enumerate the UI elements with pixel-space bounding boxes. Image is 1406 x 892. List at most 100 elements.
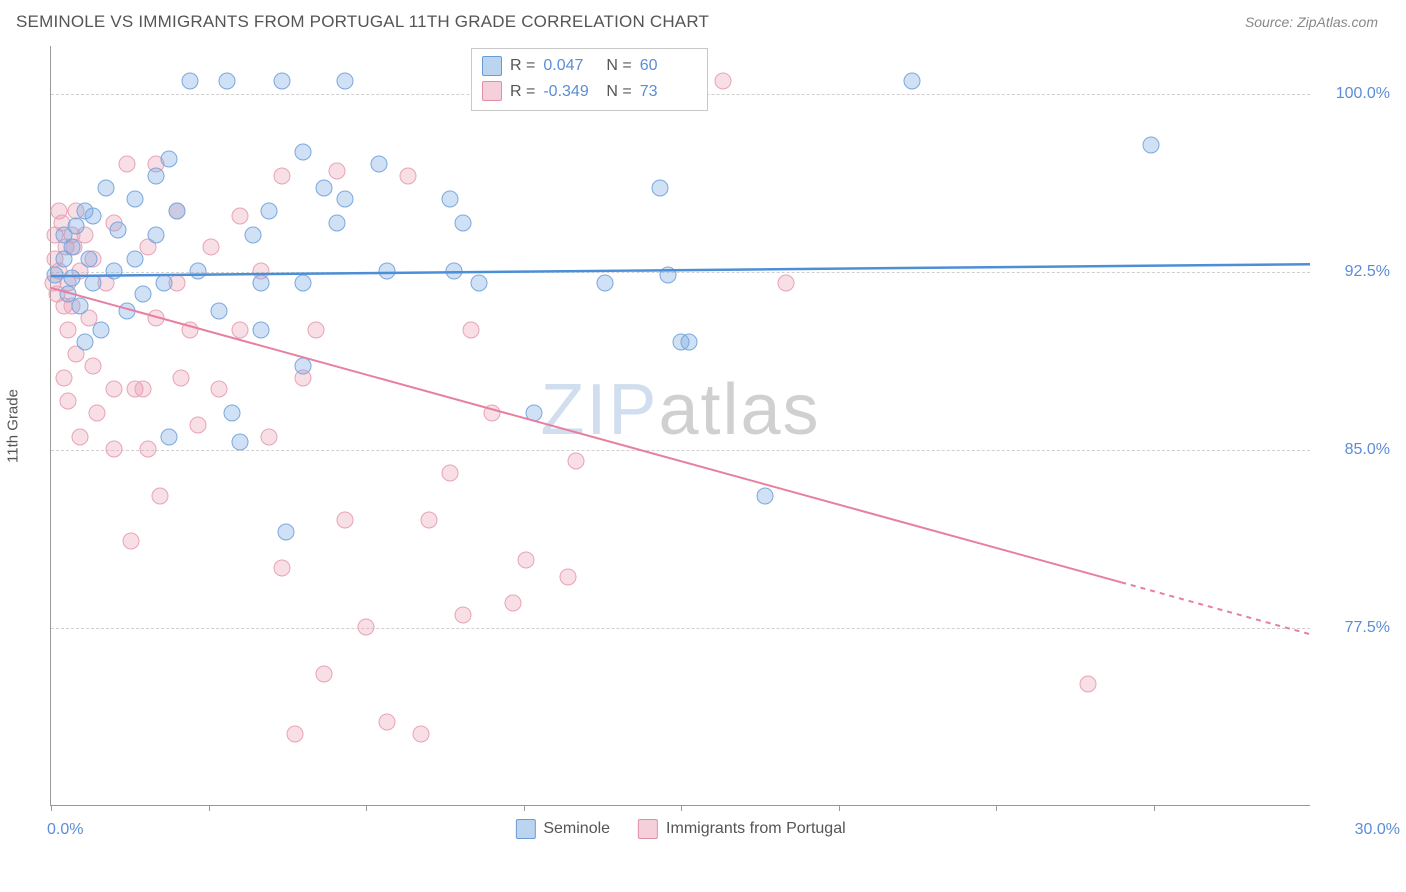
data-point-pink	[211, 381, 228, 398]
data-point-blue	[93, 322, 110, 339]
data-point-pink	[454, 607, 471, 624]
data-point-pink	[106, 440, 123, 457]
data-point-pink	[286, 725, 303, 742]
data-point-blue	[223, 405, 240, 422]
data-point-blue	[442, 191, 459, 208]
data-point-blue	[219, 72, 236, 89]
data-point-pink	[122, 533, 139, 550]
gridline	[51, 272, 1310, 273]
data-point-pink	[72, 428, 89, 445]
data-point-blue	[597, 274, 614, 291]
data-point-pink	[89, 405, 106, 422]
data-point-blue	[169, 203, 186, 220]
data-point-blue	[660, 267, 677, 284]
data-point-blue	[295, 357, 312, 374]
watermark-part-b: atlas	[658, 370, 820, 450]
watermark: ZIPatlas	[540, 369, 820, 451]
gridline	[51, 628, 1310, 629]
data-point-pink	[1080, 675, 1097, 692]
data-point-blue	[160, 428, 177, 445]
r-label: R =	[510, 79, 535, 105]
r-label: R =	[510, 53, 535, 79]
data-point-pink	[328, 162, 345, 179]
x-tick	[681, 805, 682, 811]
r-value-pink: -0.349	[543, 79, 598, 105]
y-axis-label: 11th Grade	[5, 389, 22, 463]
data-point-pink	[442, 464, 459, 481]
data-point-pink	[778, 274, 795, 291]
data-point-blue	[106, 262, 123, 279]
n-value-pink: 73	[640, 79, 695, 105]
data-point-blue	[757, 488, 774, 505]
data-point-blue	[118, 303, 135, 320]
legend-label-seminole: Seminole	[543, 820, 610, 838]
legend-row-blue: R = 0.047 N = 60	[482, 53, 695, 79]
data-point-pink	[135, 381, 152, 398]
chart-header: SEMINOLE VS IMMIGRANTS FROM PORTUGAL 11T…	[0, 0, 1406, 38]
x-tick	[996, 805, 997, 811]
data-point-blue	[337, 72, 354, 89]
data-point-pink	[568, 452, 585, 469]
data-point-pink	[517, 552, 534, 569]
data-point-blue	[295, 274, 312, 291]
data-point-blue	[316, 179, 333, 196]
trend-line-pink-extrapolated	[1121, 582, 1310, 634]
data-point-pink	[337, 512, 354, 529]
swatch-blue-icon	[482, 56, 502, 76]
data-point-blue	[454, 215, 471, 232]
data-point-blue	[110, 222, 127, 239]
source-link[interactable]: ZipAtlas.com	[1297, 14, 1378, 30]
trend-line-pink	[51, 288, 1121, 582]
series-legend: Seminole Immigrants from Portugal	[515, 819, 845, 839]
data-point-pink	[118, 155, 135, 172]
data-point-blue	[253, 274, 270, 291]
data-point-blue	[328, 215, 345, 232]
data-point-pink	[559, 569, 576, 586]
data-point-blue	[370, 155, 387, 172]
data-point-blue	[253, 322, 270, 339]
scatter-chart: 11th Grade 77.5%85.0%92.5%100.0% ZIPatla…	[50, 46, 1310, 806]
data-point-blue	[72, 298, 89, 315]
data-point-blue	[80, 250, 97, 267]
data-point-pink	[412, 725, 429, 742]
y-tick-label: 85.0%	[1345, 441, 1390, 459]
data-point-pink	[181, 322, 198, 339]
data-point-blue	[85, 274, 102, 291]
data-point-pink	[152, 488, 169, 505]
data-point-pink	[358, 618, 375, 635]
watermark-part-a: ZIP	[540, 370, 658, 450]
data-point-blue	[295, 143, 312, 160]
data-point-blue	[64, 269, 81, 286]
y-tick-label: 92.5%	[1345, 263, 1390, 281]
data-point-pink	[55, 369, 72, 386]
data-point-blue	[47, 267, 64, 284]
data-point-blue	[127, 191, 144, 208]
y-tick-label: 77.5%	[1345, 619, 1390, 637]
x-axis-min-label: 0.0%	[47, 821, 83, 839]
data-point-blue	[181, 72, 198, 89]
legend-item-portugal: Immigrants from Portugal	[638, 819, 846, 839]
r-value-blue: 0.047	[543, 53, 598, 79]
correlation-legend: R = 0.047 N = 60 R = -0.349 N = 73	[471, 48, 708, 111]
x-tick	[1154, 805, 1155, 811]
data-point-pink	[190, 417, 207, 434]
trend-line-blue	[51, 264, 1310, 276]
data-point-pink	[421, 512, 438, 529]
data-point-pink	[484, 405, 501, 422]
data-point-blue	[148, 167, 165, 184]
legend-row-pink: R = -0.349 N = 73	[482, 79, 695, 105]
data-point-blue	[76, 333, 93, 350]
data-point-pink	[202, 238, 219, 255]
data-point-pink	[59, 322, 76, 339]
data-point-blue	[85, 208, 102, 225]
data-point-pink	[400, 167, 417, 184]
data-point-pink	[148, 310, 165, 327]
data-point-blue	[471, 274, 488, 291]
y-tick-label: 100.0%	[1336, 85, 1390, 103]
data-point-blue	[232, 433, 249, 450]
legend-item-seminole: Seminole	[515, 819, 610, 839]
x-tick	[839, 805, 840, 811]
data-point-blue	[446, 262, 463, 279]
data-point-pink	[307, 322, 324, 339]
data-point-blue	[526, 405, 543, 422]
